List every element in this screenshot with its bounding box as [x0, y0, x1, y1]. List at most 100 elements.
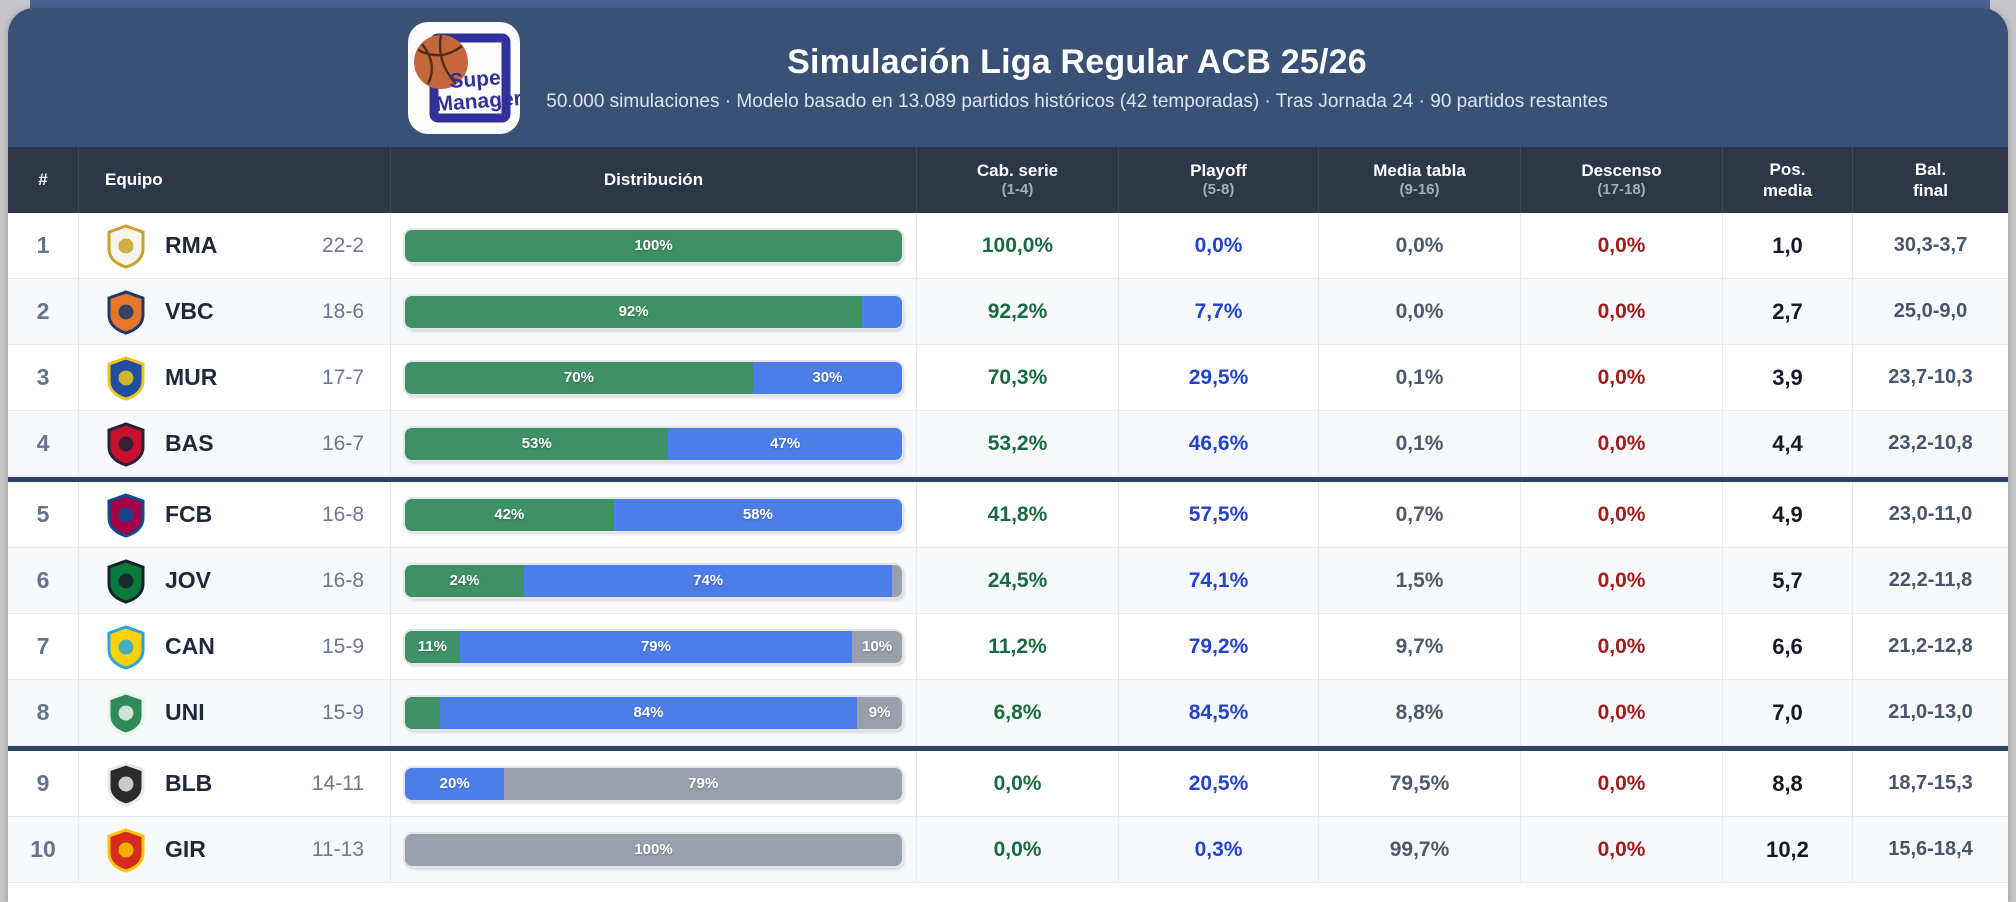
position-cell: 10: [8, 817, 78, 882]
cab-serie-value: 92,2%: [916, 279, 1118, 344]
position-number: 10: [30, 836, 56, 862]
supermanager-logo: Super Manager: [408, 21, 523, 134]
pos-media-value: 4,9: [1722, 482, 1852, 547]
descenso-value: 0,0%: [1520, 680, 1722, 745]
team-cell: FCB 16-8: [78, 482, 390, 547]
bal-final-value: 18,7-15,3: [1852, 751, 2008, 816]
position-cell: 7: [8, 614, 78, 679]
page-subtitle: 50.000 simulaciones · Modelo basado en 1…: [546, 90, 1608, 112]
playoff-segment: 84%: [439, 696, 858, 729]
playoff-value: 74,1%: [1118, 548, 1318, 613]
table-row: 5 FCB 16-8 42% 58% 41,8% 57,5% 0,7% 0,0% …: [8, 482, 2008, 548]
descenso-value: 0,0%: [1520, 614, 1722, 679]
table-row: 2 VBC 18-6 92% 92,2% 7,7% 0,0% 0,0% 2,7 …: [8, 279, 2008, 345]
position-number: 1: [36, 232, 50, 258]
team-logo-gir-icon: [103, 827, 149, 873]
team-abbr: VBC: [165, 298, 214, 324]
position-cell: 6: [8, 548, 78, 613]
distribution-cell: 84% 9%: [390, 680, 916, 745]
group-cutoff-separator: [8, 746, 2008, 751]
team-abbr: BAS: [165, 430, 214, 456]
bal-final-value: 21,2-12,8: [1852, 614, 2008, 679]
position-number: 9: [36, 770, 50, 796]
distribution-bar: 11% 79% 10%: [405, 630, 902, 663]
table-row: 8 UNI 15-9 84% 9% 6,8% 84,5% 8,8% 0,0% 7,…: [8, 680, 2008, 746]
team-cell: UNI 15-9: [78, 680, 390, 745]
col-header-pos-media: Pos. media: [1722, 147, 1852, 213]
team-cell: CAN 15-9: [78, 614, 390, 679]
media-tabla-segment: 79%: [504, 767, 902, 800]
position-cell: 1: [8, 213, 78, 278]
distribution-bar: 20% 79%: [405, 767, 902, 800]
cab-serie-value: 41,8%: [916, 482, 1118, 547]
playoff-segment: 20%: [405, 767, 505, 800]
cab-serie-segment: 11%: [405, 630, 460, 663]
team-record: 15-9: [321, 700, 364, 724]
col-header-descenso: Descenso (17-18): [1520, 147, 1722, 213]
media-tabla-value: 0,0%: [1318, 213, 1520, 278]
team-abbr: GIR: [165, 836, 206, 862]
cab-serie-segment: [405, 696, 440, 729]
cab-serie-value: 11,2%: [916, 614, 1118, 679]
col-header-media-tabla: Media tabla (9-16): [1318, 147, 1520, 213]
media-tabla-value: 0,1%: [1318, 411, 1520, 476]
position-number: 8: [36, 699, 50, 725]
descenso-value: 0,0%: [1520, 817, 1722, 882]
distribution-bar: 92%: [405, 295, 902, 328]
team-cell: JOV 16-8: [78, 548, 390, 613]
playoff-segment: 79%: [459, 630, 853, 663]
playoff-segment: 74%: [524, 564, 893, 597]
media-tabla-value: 8,8%: [1318, 680, 1520, 745]
team-logo-uni-icon: [103, 690, 149, 736]
position-number: 6: [36, 567, 50, 593]
descenso-value: 0,0%: [1520, 482, 1722, 547]
cab-serie-value: 24,5%: [916, 548, 1118, 613]
playoff-segment: 47%: [668, 427, 902, 460]
team-record: 16-8: [321, 568, 364, 592]
position-number: 4: [36, 430, 50, 456]
cab-serie-value: 53,2%: [916, 411, 1118, 476]
pos-media-value: 8,8: [1722, 751, 1852, 816]
media-tabla-segment: 9%: [857, 696, 902, 729]
playoff-value: 29,5%: [1118, 345, 1318, 410]
media-tabla-segment: 10%: [852, 630, 902, 663]
distribution-cell: 24% 74%: [390, 548, 916, 613]
media-tabla-value: 0,1%: [1318, 345, 1520, 410]
cab-serie-segment: 24%: [405, 564, 525, 597]
descenso-value: 0,0%: [1520, 548, 1722, 613]
media-tabla-value: 1,5%: [1318, 548, 1520, 613]
playoff-value: 20,5%: [1118, 751, 1318, 816]
team-record: 17-7: [321, 365, 364, 389]
team-cell: VBC 18-6: [78, 279, 390, 344]
col-header-bal-final: Bal. final: [1852, 147, 2008, 213]
team-abbr: JOV: [165, 567, 212, 593]
col-header-rank: #: [38, 170, 48, 190]
distribution-bar: 84% 9%: [405, 696, 902, 729]
distribution-bar: 53% 47%: [405, 427, 902, 460]
group-cutoff-separator: [8, 477, 2008, 482]
distribution-cell: 53% 47%: [390, 411, 916, 476]
descenso-value: 0,0%: [1520, 751, 1722, 816]
position-cell: 2: [8, 279, 78, 344]
media-tabla-segment: 100%: [405, 833, 902, 866]
cab-serie-segment: 70%: [405, 361, 753, 394]
team-record: 15-9: [321, 634, 364, 658]
basketball-icon: [414, 34, 469, 89]
pos-media-value: 6,6: [1722, 614, 1852, 679]
distribution-cell: 100%: [390, 817, 916, 882]
descenso-value: 0,0%: [1520, 213, 1722, 278]
col-header-cab-serie: Cab. serie (1-4): [916, 147, 1118, 213]
team-cell: BAS 16-7: [78, 411, 390, 476]
table-header-row: # Equipo Distribución Cab. serie (1-4) Pl…: [8, 147, 2008, 213]
team-record: 14-11: [311, 771, 364, 795]
bal-final-value: 15,6-18,4: [1852, 817, 2008, 882]
media-tabla-value: 9,7%: [1318, 614, 1520, 679]
position-number: 7: [36, 633, 50, 659]
logo-text-line1: Super: [449, 65, 510, 92]
position-number: 2: [36, 298, 50, 324]
cab-serie-segment: 100%: [405, 229, 902, 262]
table-row: 3 MUR 17-7 70% 30% 70,3% 29,5% 0,1% 0,0% …: [8, 345, 2008, 411]
descenso-value: 0,0%: [1520, 345, 1722, 410]
team-logo-mur-icon: [103, 355, 149, 401]
team-logo-blb-icon: [103, 761, 149, 807]
